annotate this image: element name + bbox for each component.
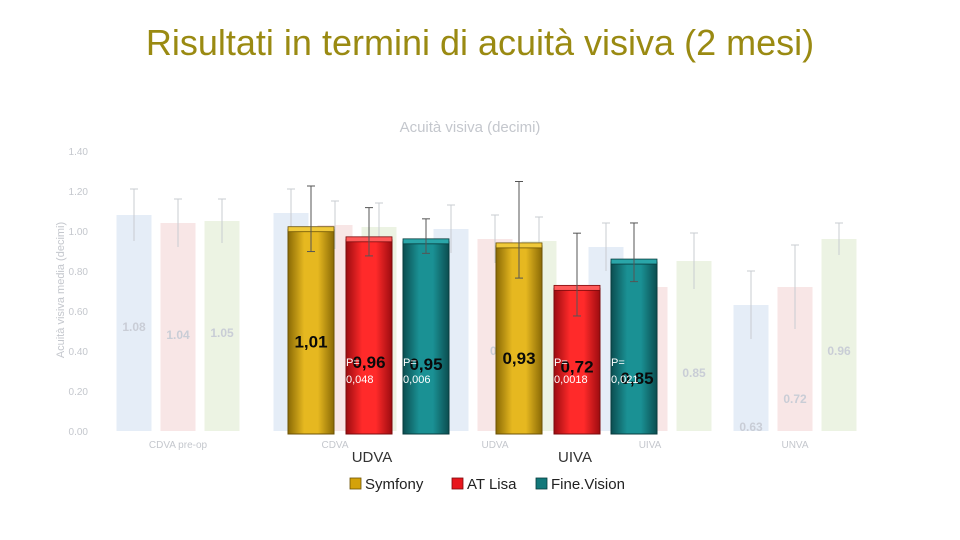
data-label: 0,93 bbox=[502, 349, 535, 368]
chart-title: Acuità visiva (decimi) bbox=[400, 119, 541, 136]
slide-title: Risultati in termini di acuità visiva (2… bbox=[145, 22, 815, 63]
x-tick-label: CDVA pre-op bbox=[149, 440, 208, 451]
background-data-label: 1.05 bbox=[210, 326, 234, 340]
background-data-label: 0. bbox=[490, 344, 500, 358]
background-bar bbox=[204, 221, 240, 431]
data-label: 0,96 bbox=[352, 353, 385, 372]
p-value-line: 0,048 bbox=[346, 374, 374, 386]
x-tick-label: UIVA bbox=[639, 440, 662, 451]
p-value-line: P= bbox=[554, 357, 568, 369]
p-value-label: P= 0,048 bbox=[346, 357, 374, 386]
background-data-label: 0.72 bbox=[783, 392, 807, 406]
bar-atlisa-udva bbox=[345, 239, 393, 435]
p-value-line: P= bbox=[346, 357, 360, 369]
y-tick-label: 1.20 bbox=[69, 187, 89, 198]
bar-finevision-udva bbox=[402, 241, 450, 435]
legend-swatch bbox=[535, 477, 548, 490]
data-label: 1,01 bbox=[294, 333, 327, 352]
legend-swatch bbox=[349, 477, 362, 490]
background-data-label: 1.08 bbox=[122, 320, 146, 334]
p-value-line: 0,0018 bbox=[554, 374, 588, 386]
p-value-line: P= bbox=[403, 357, 417, 369]
background-bar bbox=[676, 261, 712, 431]
background-bar bbox=[821, 239, 857, 431]
background-bar bbox=[160, 223, 196, 431]
data-label: 0,95 bbox=[409, 355, 442, 374]
x-tick-label: UNVA bbox=[781, 440, 808, 451]
legend-label: Symfony bbox=[365, 476, 424, 493]
y-tick-label: 0.20 bbox=[69, 387, 89, 398]
legend-label: Fine.Vision bbox=[551, 476, 625, 493]
legend-swatch bbox=[451, 477, 464, 490]
category-label-udva: UDVA bbox=[352, 449, 393, 466]
background-data-label: 0.85 bbox=[682, 366, 706, 380]
p-value-line: P= bbox=[611, 357, 625, 369]
p-value-label: P= 0,006 bbox=[403, 357, 431, 386]
p-value-line: 0,021 bbox=[611, 374, 639, 386]
background-data-label: 0.96 bbox=[827, 344, 851, 358]
data-label: 0,85 bbox=[620, 369, 653, 388]
y-tick-label: 0.60 bbox=[69, 307, 89, 318]
p-value-label: P= 0,0018 bbox=[554, 357, 588, 386]
bar-finevision-uiva bbox=[610, 261, 658, 435]
x-tick-label: UDVA bbox=[481, 440, 508, 451]
background-bar bbox=[116, 215, 152, 431]
p-value-label: P= 0,021 bbox=[611, 357, 639, 386]
y-tick-label: 1.40 bbox=[69, 147, 89, 158]
x-tick-label: CDVA bbox=[321, 440, 348, 451]
p-value-line: 0,006 bbox=[403, 374, 431, 386]
background-data-label: 1.04 bbox=[166, 328, 190, 342]
category-label-uiva: UIVA bbox=[558, 449, 592, 466]
y-tick-label: 0.00 bbox=[69, 427, 89, 438]
y-tick-label: 0.80 bbox=[69, 267, 89, 278]
data-label: 0,72 bbox=[560, 357, 593, 376]
y-tick-label: 1.00 bbox=[69, 227, 89, 238]
background-data-label: 0.63 bbox=[739, 420, 763, 434]
y-tick-label: 0.40 bbox=[69, 347, 89, 358]
legend-label: AT Lisa bbox=[467, 476, 517, 493]
y-axis-label: Acuità visiva media (decimi) bbox=[55, 222, 67, 358]
